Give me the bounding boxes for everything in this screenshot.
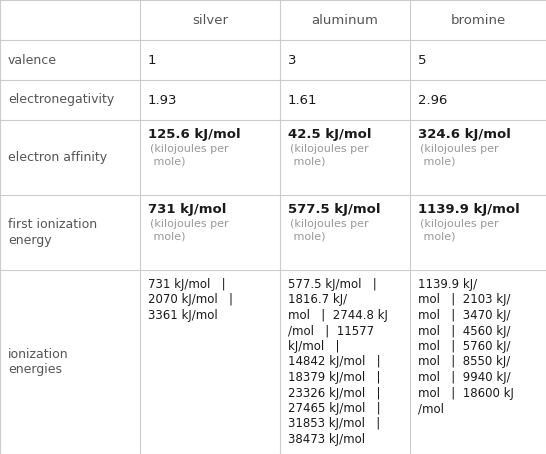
Text: 3: 3 [288, 54, 296, 66]
Text: 731 kJ/mol: 731 kJ/mol [148, 203, 227, 216]
Text: 1.61: 1.61 [288, 94, 318, 107]
Text: (kilojoules per
 mole): (kilojoules per mole) [420, 144, 498, 167]
Text: 2.96: 2.96 [418, 94, 447, 107]
Text: 1139.9 kJ/mol: 1139.9 kJ/mol [418, 203, 520, 216]
Text: 1.93: 1.93 [148, 94, 177, 107]
Text: 577.5 kJ/mol: 577.5 kJ/mol [288, 203, 381, 216]
Text: silver: silver [192, 14, 228, 26]
Text: (kilojoules per
 mole): (kilojoules per mole) [150, 144, 229, 167]
Text: bromine: bromine [450, 14, 506, 26]
Text: first ionization
energy: first ionization energy [8, 218, 97, 247]
Text: 1139.9 kJ/
mol   |  2103 kJ/
mol   |  3470 kJ/
mol   |  4560 kJ/
mol   |  5760 k: 1139.9 kJ/ mol | 2103 kJ/ mol | 3470 kJ/… [418, 278, 514, 415]
Text: electron affinity: electron affinity [8, 151, 107, 164]
Text: (kilojoules per
 mole): (kilojoules per mole) [420, 219, 498, 242]
Text: (kilojoules per
 mole): (kilojoules per mole) [290, 144, 369, 167]
Text: 731 kJ/mol   |
2070 kJ/mol   |
3361 kJ/mol: 731 kJ/mol | 2070 kJ/mol | 3361 kJ/mol [148, 278, 233, 322]
Text: 324.6 kJ/mol: 324.6 kJ/mol [418, 128, 511, 141]
Text: 125.6 kJ/mol: 125.6 kJ/mol [148, 128, 241, 141]
Text: ionization
energies: ionization energies [8, 347, 69, 376]
Text: (kilojoules per
 mole): (kilojoules per mole) [150, 219, 229, 242]
Text: (kilojoules per
 mole): (kilojoules per mole) [290, 219, 369, 242]
Text: 42.5 kJ/mol: 42.5 kJ/mol [288, 128, 371, 141]
Text: 5: 5 [418, 54, 426, 66]
Text: electronegativity: electronegativity [8, 94, 114, 107]
Text: 577.5 kJ/mol   |
1816.7 kJ/
mol   |  2744.8 kJ
/mol   |  11577
kJ/mol   |
14842 : 577.5 kJ/mol | 1816.7 kJ/ mol | 2744.8 k… [288, 278, 388, 446]
Text: valence: valence [8, 54, 57, 66]
Text: aluminum: aluminum [312, 14, 378, 26]
Text: 1: 1 [148, 54, 157, 66]
